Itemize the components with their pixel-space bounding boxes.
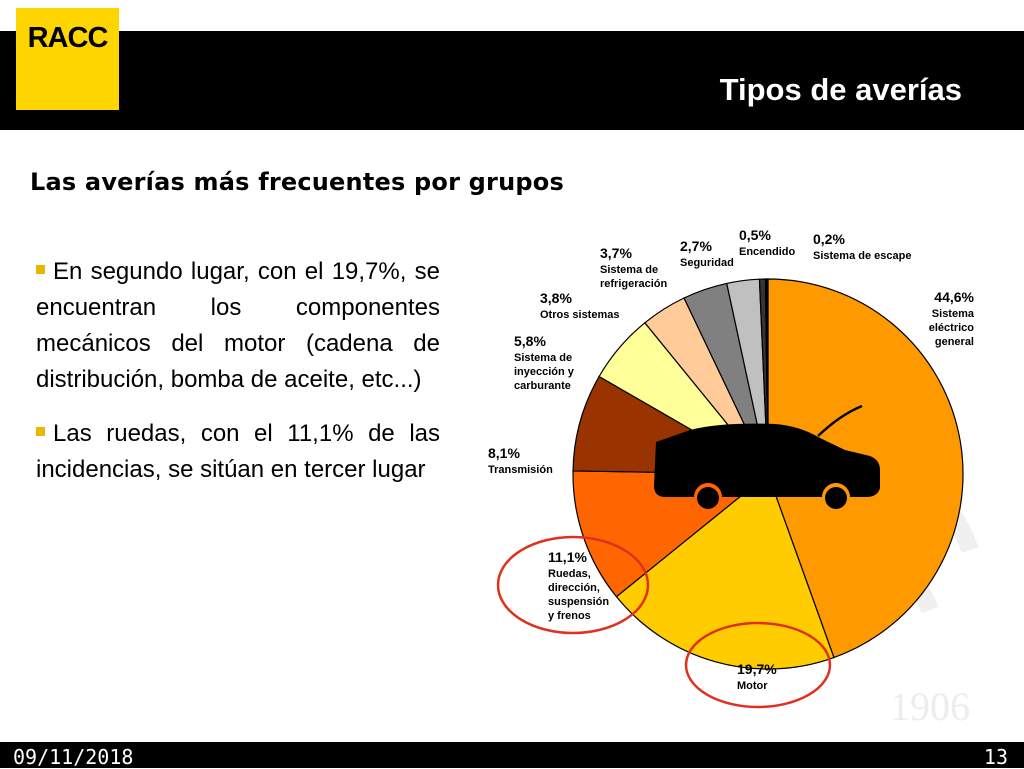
pie-chart: 44,6% Sistema eléctrico general 19,7% Motor 11…: [488, 227, 975, 709]
bullet-square-icon: [36, 427, 45, 436]
racc-logo: RACC: [16, 8, 119, 110]
pie-label-name: Ruedas,: [548, 568, 591, 580]
pie-label-name: general: [935, 336, 974, 348]
pie-label-1: 19,7% Motor: [737, 661, 777, 692]
pie-label-name: inyección y: [514, 366, 575, 378]
bullet-item: En segundo lugar, con el 19,7%, se encue…: [36, 254, 440, 398]
pie-label-name: Sistema de: [514, 352, 572, 364]
pie-label-name: Motor: [737, 680, 768, 692]
slide-title: Tipos de averías: [719, 72, 962, 107]
pie-label-name: refrigeración: [600, 278, 668, 290]
pie-label-pct: 44,6%: [934, 289, 974, 305]
pie-label-pct: 0,2%: [813, 231, 845, 247]
pie-label-pct: 0,5%: [739, 227, 771, 243]
pie-label-8: 0,5% Encendido: [739, 227, 796, 258]
pie-label-name: dirección,: [548, 582, 600, 594]
pie-label-pct: 3,8%: [540, 290, 572, 306]
header-bar: [0, 31, 1024, 130]
pie-label-pct: 3,7%: [600, 245, 632, 261]
highlight-circle-motor: [684, 621, 832, 709]
pie-label-name: y frenos: [548, 610, 591, 622]
pie-label-0: 44,6% Sistema eléctrico general: [929, 289, 975, 348]
logo-text: RACC: [27, 22, 109, 54]
pie-label-name: Sistema: [932, 308, 975, 320]
pie-label-name: Otros sistemas: [540, 309, 619, 321]
pie-label-3: 8,1% Transmisión: [488, 445, 553, 476]
bullet-list: En segundo lugar, con el 19,7%, se encue…: [36, 254, 440, 506]
pie-label-name: carburante: [514, 380, 571, 392]
pie-label-name: eléctrico: [929, 322, 975, 334]
pie-label-name: Sistema de: [600, 264, 658, 276]
pie-label-4: 5,8% Sistema de inyección y carburante: [514, 333, 575, 392]
pie-label-5: 3,8% Otros sistemas: [540, 290, 619, 321]
pie-label-6: 3,7% Sistema de refrigeración: [600, 245, 668, 290]
pie-label-7: 2,7% Seguridad: [680, 238, 734, 269]
watermark-year: 1906: [890, 684, 970, 729]
pie-label-pct: 2,7%: [680, 238, 712, 254]
pie-label-9: 0,2% Sistema de escape: [813, 231, 911, 262]
pie-label-name: suspensión: [548, 596, 609, 608]
pie-label-pct: 8,1%: [488, 445, 520, 461]
bullet-item: Las ruedas, con el 11,1% de las incidenc…: [36, 416, 440, 488]
pie-label-pct: 5,8%: [514, 333, 546, 349]
footer-date: 09/11/2018: [13, 745, 134, 769]
page-number: 13: [983, 745, 1008, 769]
bullet-text: Las ruedas, con el 11,1% de las incidenc…: [36, 420, 440, 483]
pie-label-name: Transmisión: [488, 464, 553, 476]
pie-label-pct: 19,7%: [737, 661, 777, 677]
pie-label-name: Seguridad: [680, 257, 734, 269]
pie-label-pct: 11,1%: [548, 549, 587, 565]
highlight-circle-ruedas: [496, 535, 650, 635]
pie-label-2: 11,1% Ruedas, dirección, suspensión y frenos: [548, 549, 609, 622]
pie-label-name: Sistema de escape: [813, 250, 911, 262]
pie-label-name: Encendido: [739, 246, 796, 258]
bullet-text: En segundo lugar, con el 19,7%, se encue…: [36, 258, 440, 393]
section-subtitle: Las averías más frecuentes por grupos: [30, 168, 564, 196]
car-silhouette-icon: [654, 404, 880, 509]
bullet-square-icon: [36, 265, 45, 274]
footer-bar: [0, 742, 1024, 768]
pie-labels: 44,6% Sistema eléctrico general 19,7% Motor 11…: [488, 227, 975, 692]
